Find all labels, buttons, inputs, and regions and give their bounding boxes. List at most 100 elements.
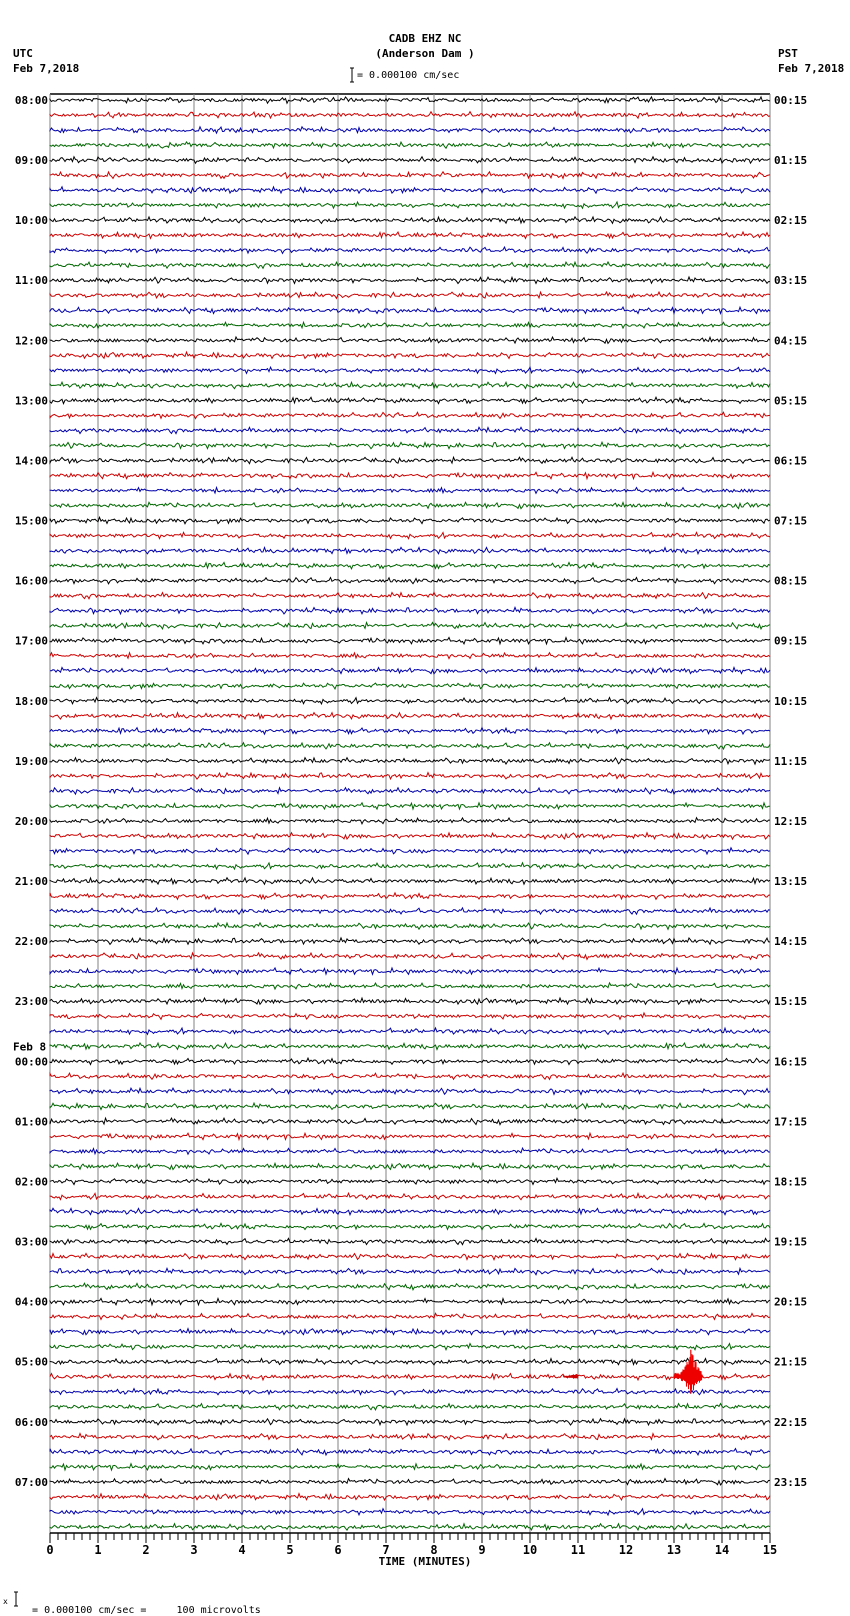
right-hour-label: 08:15	[774, 575, 807, 588]
trace-line	[49, 891, 771, 901]
trace-line	[49, 1507, 771, 1517]
trace-line	[49, 380, 771, 390]
trace-line	[49, 1071, 771, 1081]
x-axis-label: TIME (MINUTES)	[378, 1555, 472, 1568]
trace-line	[49, 1131, 771, 1142]
left-hour-label: 04:00	[15, 1296, 48, 1309]
right-hour-label: 00:15	[774, 94, 807, 107]
left-hour-label: 01:00	[15, 1115, 48, 1128]
x-tick-label: 5	[286, 1543, 293, 1557]
trace-line	[49, 606, 771, 616]
trace-line	[49, 1116, 771, 1126]
left-hour-label: 11:00	[15, 274, 48, 287]
left-date: Feb 7,2018	[13, 62, 80, 75]
trace-line	[49, 1342, 771, 1351]
x-tick-label: 0	[46, 1543, 53, 1557]
trace-line	[49, 1522, 771, 1532]
trace-line	[49, 350, 771, 360]
trace-line	[49, 651, 771, 660]
trace-line	[49, 1161, 771, 1171]
footer-scale-value: = 0.000100 cm/sec = 100 microvolts	[32, 1605, 261, 1616]
x-tick-label: 2	[142, 1543, 149, 1557]
right-hour-label: 18:15	[774, 1175, 807, 1188]
right-timezone: PST	[778, 47, 798, 60]
trace-line	[49, 1266, 771, 1276]
trace-line	[49, 320, 771, 330]
trace-line	[49, 861, 771, 871]
trace-line	[49, 155, 771, 165]
trace-line	[49, 531, 771, 540]
right-hour-label: 04:15	[774, 334, 807, 347]
x-tick-label: 12	[619, 1543, 633, 1557]
trace-line	[49, 1177, 771, 1186]
trace-line	[49, 110, 771, 120]
grid-lines	[49, 93, 771, 1533]
left-hour-label: 10:00	[15, 214, 48, 227]
trace-line	[49, 696, 771, 706]
trace-line	[49, 591, 771, 600]
left-hour-label: 21:00	[15, 875, 48, 888]
station-title: CADB EHZ NC	[388, 32, 462, 45]
trace-line	[49, 396, 771, 405]
station-location: (Anderson Dam )	[375, 47, 475, 60]
right-hour-label: 22:15	[774, 1416, 807, 1429]
left-date-change-label: Feb 8	[13, 1040, 46, 1053]
hour-labels: 08:00 09:00 10:00 11:00 12:00 13:00 14:00 15:00…	[13, 94, 807, 1489]
right-hour-label: 10:15	[774, 695, 807, 708]
trace-line	[49, 1492, 771, 1502]
left-timezone: UTC	[13, 47, 33, 60]
footer-x-mark: x	[3, 1597, 8, 1606]
trace-line	[49, 305, 771, 316]
trace-line	[49, 1237, 771, 1246]
trace-line	[49, 1056, 771, 1066]
trace-line	[49, 951, 771, 961]
trace-line	[49, 816, 770, 826]
trace-line	[49, 996, 771, 1006]
trace-line	[49, 741, 771, 751]
trace-line	[49, 1207, 771, 1217]
trace-lines	[49, 95, 771, 1532]
left-hour-label: 19:00	[15, 755, 48, 768]
scale-legend-text: = 0.000100 cm/sec	[357, 70, 460, 81]
trace-line	[49, 440, 771, 450]
trace-line	[49, 711, 771, 721]
trace-line	[49, 1191, 771, 1201]
x-tick-label: 8	[430, 1543, 437, 1557]
trace-line	[49, 682, 771, 691]
trace-line	[49, 620, 771, 631]
trace-line	[49, 1432, 771, 1441]
right-hour-label: 21:15	[774, 1356, 807, 1369]
right-hour-label: 23:15	[774, 1476, 807, 1489]
left-hour-label: 12:00	[15, 334, 48, 347]
trace-line	[49, 1357, 771, 1367]
right-hour-label: 01:15	[774, 154, 807, 167]
left-hour-label: 14:00	[15, 454, 48, 467]
trace-line	[49, 335, 771, 345]
x-tick-label: 9	[478, 1543, 485, 1557]
left-hour-label: 23:00	[15, 995, 48, 1008]
right-hour-label: 06:15	[774, 454, 807, 467]
left-hour-label: 06:00	[15, 1416, 48, 1429]
left-hour-label: 13:00	[15, 394, 48, 407]
trace-line	[49, 876, 771, 886]
trace-line	[49, 455, 771, 465]
x-tick-label: 3	[190, 1543, 197, 1557]
left-hour-label: 03:00	[15, 1236, 48, 1249]
trace-line	[49, 1146, 770, 1156]
right-hour-label: 02:15	[774, 214, 807, 227]
trace-line	[49, 125, 771, 135]
trace-line	[49, 1041, 771, 1051]
footer-scale-text: = 0.000100 cm/sec = 100 microvolts	[4, 1594, 261, 1616]
trace-line	[49, 981, 771, 991]
right-hour-label: 07:15	[774, 515, 807, 528]
right-hour-label: 09:15	[774, 635, 807, 648]
trace-line	[49, 921, 771, 931]
x-tick-label: 4	[238, 1543, 245, 1557]
trace-line	[49, 936, 771, 946]
trace-line	[49, 245, 771, 255]
trace-line	[49, 1282, 771, 1292]
trace-line	[49, 1252, 771, 1262]
x-tick-label: 7	[382, 1543, 389, 1557]
trace-line	[49, 426, 771, 435]
event-waveforms	[563, 1349, 703, 1394]
